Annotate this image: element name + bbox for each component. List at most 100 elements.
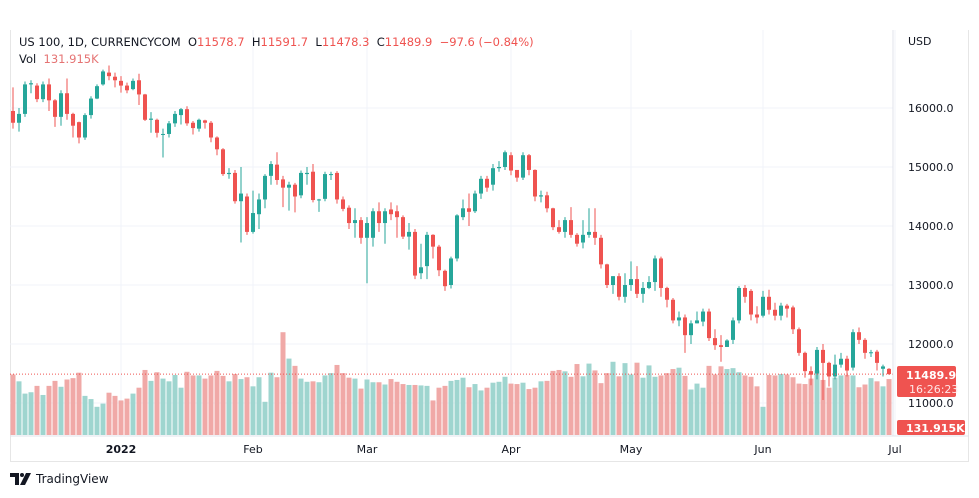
candle-body [197, 119, 201, 129]
volume-bar [856, 387, 862, 435]
candle-body [827, 362, 831, 377]
volume-bar [52, 380, 58, 435]
candle [785, 303, 789, 318]
candle [335, 171, 339, 204]
candle-body [611, 276, 615, 285]
candle-body [173, 113, 177, 124]
candle-body [689, 323, 693, 336]
volume-bar [562, 371, 568, 435]
volume-bar [280, 332, 286, 435]
candle-body [731, 320, 735, 340]
volume-bar [814, 370, 820, 435]
symbol-label[interactable]: US 100, 1D, CURRENCYCOM [19, 35, 181, 49]
candle [797, 327, 801, 356]
candle [413, 228, 417, 280]
candle-body [317, 199, 321, 201]
candle [551, 207, 555, 231]
candle [209, 120, 213, 143]
candle-body [761, 296, 765, 316]
volume-bar [862, 384, 868, 435]
volume-bar [532, 387, 538, 435]
candle-body [563, 220, 567, 232]
candle-body [71, 113, 75, 126]
volume-bar [208, 375, 214, 435]
candle [857, 327, 861, 344]
candle [833, 354, 837, 380]
volume-bar [214, 370, 220, 435]
high-value: 11591.7 [260, 35, 309, 49]
candle-body [713, 338, 717, 346]
volume-bar [220, 375, 226, 435]
candle [17, 108, 21, 132]
candle-body [545, 195, 549, 209]
candle [599, 234, 603, 269]
candle-body [17, 113, 21, 123]
candle-body [83, 115, 87, 138]
candle [101, 69, 105, 86]
candle-body [449, 258, 453, 285]
candle-body [293, 184, 297, 197]
candle [23, 81, 27, 117]
change-value: −97.6 (−0.84%) [439, 35, 534, 49]
volume-bar [772, 375, 778, 435]
volume-bar [100, 403, 106, 435]
volume-bar [472, 384, 478, 435]
volume-bar [436, 387, 442, 435]
volume-bar [478, 390, 484, 435]
volume-bar [604, 373, 610, 435]
candle [221, 148, 225, 176]
volume-bar [226, 381, 232, 435]
candle-body [869, 352, 873, 354]
volume-bar [292, 365, 298, 435]
volume-bar [790, 377, 796, 435]
volume-bar [88, 399, 94, 435]
volume-bar [172, 374, 178, 435]
candle-body [149, 118, 153, 120]
volume-bar [124, 398, 130, 435]
volume-bar [640, 377, 646, 435]
candle-body [641, 287, 645, 294]
candle [557, 220, 561, 234]
volume-bar [682, 375, 688, 435]
candle [743, 285, 747, 303]
candle [881, 364, 885, 377]
candle [329, 171, 333, 180]
candle-body [113, 76, 117, 81]
candle-body [461, 208, 465, 218]
chart-canvas[interactable]: USD 16000.015000.014000.013000.012000.01… [0, 0, 979, 470]
volume-bar [112, 395, 118, 435]
candle-body [653, 258, 657, 283]
volume-bar [418, 385, 424, 435]
candle [263, 174, 267, 209]
candle [341, 196, 345, 212]
volume-bar [610, 361, 616, 435]
candle [623, 273, 627, 303]
candle [203, 119, 207, 129]
volume-bars [10, 332, 892, 435]
volume-bar [850, 375, 856, 435]
candle [323, 171, 327, 202]
time-tick-label: Feb [243, 443, 262, 456]
candle-body [131, 80, 135, 90]
volume-bar [16, 381, 22, 435]
tradingview-brand[interactable]: TradingView [10, 472, 109, 486]
volume-label[interactable]: Vol [19, 52, 37, 66]
candle [719, 335, 723, 362]
candle-body [797, 329, 801, 353]
candle-body [467, 208, 471, 212]
candle [641, 282, 645, 303]
candle [353, 208, 357, 238]
candle [215, 136, 219, 156]
currency-label: USD [908, 35, 932, 48]
time-tick-label: Apr [501, 443, 521, 456]
candle-body [623, 285, 627, 297]
time-tick-label: Jul [887, 443, 901, 456]
volume-bar [82, 395, 88, 435]
volume-bar [556, 369, 562, 435]
volume-bar [808, 378, 814, 435]
candle [89, 96, 93, 119]
price-tick-label: 16000.0 [908, 102, 954, 115]
candle [605, 263, 609, 288]
volume-bar [394, 381, 400, 435]
candle [449, 256, 453, 289]
